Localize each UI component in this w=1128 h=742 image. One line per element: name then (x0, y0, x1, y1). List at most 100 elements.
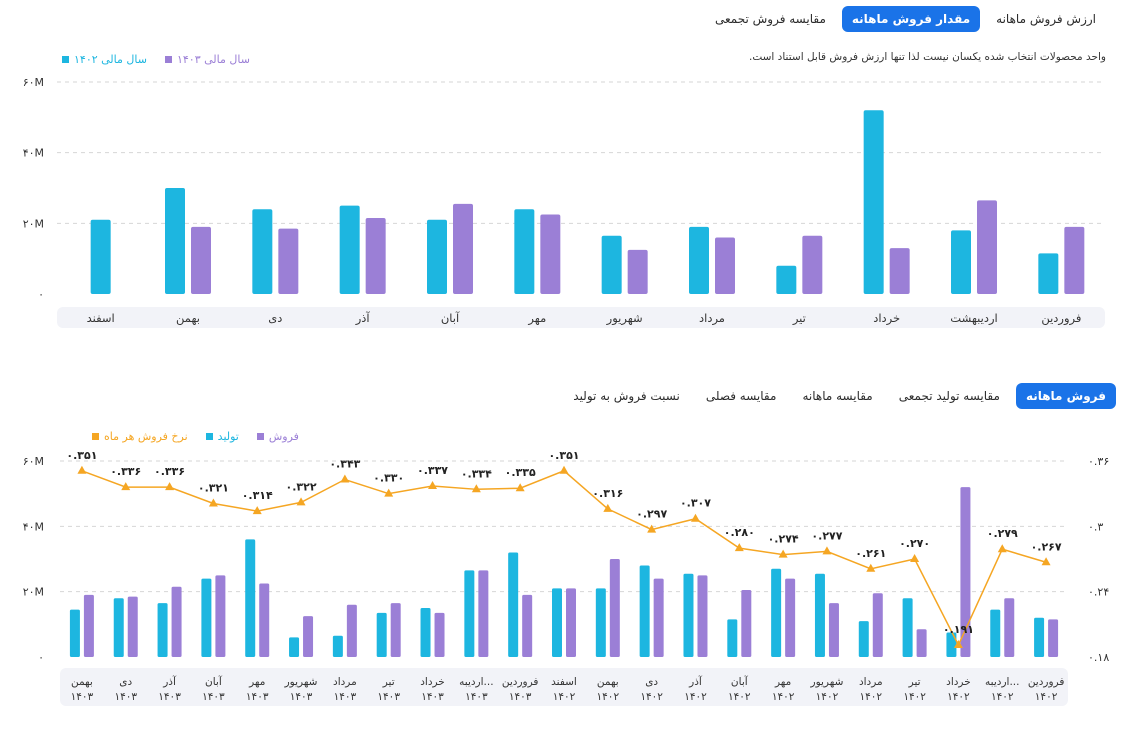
legend-swatch (164, 56, 172, 63)
legend-label: سال مالی ۱۴۰۲ (74, 53, 147, 66)
x-tick-label-year: ۱۴۰۳ (509, 691, 532, 703)
tab-sales-quantity[interactable]: مقدار فروش ماهانه (841, 6, 981, 32)
bar-sales (259, 583, 270, 657)
bar-production (376, 612, 387, 657)
rate-label: ۰.۲۹۷ (636, 508, 667, 521)
tab-monthly-compare[interactable]: مقایسه ماهانه (802, 389, 873, 403)
y-tick-label: ۲۰M (23, 586, 44, 599)
tab-cumulative-sales[interactable]: مقایسه فروش تجمعی (715, 12, 826, 26)
bar-production (157, 603, 168, 657)
tab-cumulative-production[interactable]: مقایسه تولید تجمعی (898, 389, 1000, 403)
rate-label: ۰.۳۳۶ (110, 465, 141, 478)
legend-item-rate[interactable]: نرخ فروش هر ماه (92, 430, 188, 443)
unit-note: واحد محصولات انتخاب شده یکسان نیست لذا ت… (748, 51, 1106, 63)
rate-label: ۰.۳۰۷ (680, 497, 711, 510)
legend-swatch (92, 433, 99, 440)
rate-marker (208, 498, 218, 507)
bar-1402 (339, 205, 360, 294)
x-tick-label-year: ۱۴۰۳ (465, 691, 488, 703)
x-tick-label-year: ۱۴۰۲ (684, 691, 707, 703)
rate-label: ۰.۳۳۵ (505, 466, 536, 479)
tab-seasonal-compare[interactable]: مقایسه فصلی (705, 389, 777, 403)
tab-sales-value[interactable]: ارزش فروش ماهانه (996, 12, 1096, 26)
x-tick-label: مهر (527, 311, 546, 326)
x-tick-label-year: ۱۴۰۳ (71, 691, 94, 703)
x-tick-label-year: ۱۴۰۳ (290, 691, 313, 703)
rate-label: ۰.۳۵۱ (66, 449, 97, 462)
bar-1403 (715, 237, 735, 294)
x-tick-label: فروردین (1041, 311, 1081, 326)
chart2-legend: فروش تولید نرخ فروش هر ماه (92, 430, 299, 443)
x-tick-label: مهر (248, 676, 265, 688)
bar-sales (127, 596, 138, 657)
bar-production (727, 619, 738, 657)
tab-monthly-sales[interactable]: فروش ماهانه (1015, 383, 1116, 409)
rate-label: ۰.۳۲۲ (286, 480, 317, 493)
rate-marker (910, 554, 920, 562)
bar-production (113, 598, 124, 657)
bar-sales (785, 578, 796, 657)
x-tick-label-year: ۱۴۰۳ (158, 691, 181, 703)
top-tabs: ارزش فروش ماهانه مقدار فروش ماهانه مقایس… (705, 6, 1106, 32)
x-tick-label: فروردین (502, 676, 539, 688)
legend-label: تولید (217, 430, 239, 443)
legend-label: فروش (268, 430, 299, 443)
tab-sales-production-ratio[interactable]: نسبت فروش به تولید (573, 389, 680, 403)
x-tick-label: تیر (908, 676, 921, 688)
bar-sales (303, 616, 314, 657)
legend-item-sales[interactable]: فروش (256, 430, 299, 443)
x-tick-label: اسفند (87, 311, 115, 325)
x-axis-band (60, 668, 1068, 706)
bar-production (639, 565, 650, 657)
x-tick-label: خرداد (420, 676, 445, 688)
legend-swatch (62, 56, 69, 63)
legend-item-production[interactable]: تولید (205, 430, 239, 443)
bar-1403 (1064, 226, 1085, 294)
rate-label: ۰.۲۷۴ (768, 533, 799, 546)
bar-sales (697, 575, 708, 657)
x-tick-label: آبان (731, 675, 749, 688)
legend-item-1402[interactable]: سال مالی ۱۴۰۲ (62, 53, 147, 66)
rate-marker (953, 640, 963, 649)
bar-1402 (689, 226, 709, 294)
x-tick-label-year: ۱۴۰۲ (991, 691, 1014, 703)
rate-marker (165, 482, 175, 491)
bar-production (552, 588, 562, 657)
legend-item-1403[interactable]: سال مالی ۱۴۰۳ (164, 53, 250, 66)
y2-tick-label: ۰.۳۶ (1088, 455, 1109, 468)
bottom-tabs: فروش ماهانه مقایسه تولید تجمعی مقایسه ما… (563, 383, 1116, 409)
rate-marker (997, 544, 1007, 553)
x-tick-label: بهمن (597, 676, 619, 688)
x-axis-band (57, 307, 1105, 328)
rate-label: ۰.۲۸۰ (724, 526, 755, 539)
rate-label: ۰.۳۴۳ (329, 458, 360, 471)
x-tick-label: مرداد (699, 311, 725, 326)
bar-sales (653, 578, 664, 657)
rate-marker (603, 503, 613, 512)
rate-marker (252, 506, 262, 515)
x-tick-label-year: ۱۴۰۲ (860, 691, 883, 703)
x-tick-label-year: ۱۴۰۳ (202, 691, 225, 703)
x-tick-label: آبان (441, 311, 460, 325)
bar-production (420, 608, 431, 657)
bar-production (464, 570, 475, 657)
rate-label: ۰.۳۱۶ (592, 487, 623, 500)
x-tick-label-year: ۱۴۰۲ (1035, 691, 1058, 703)
rate-marker (866, 563, 876, 572)
bar-sales (390, 603, 401, 657)
legend-label: سال مالی ۱۴۰۳ (176, 53, 250, 66)
x-tick-label: اردیبهشت (950, 311, 997, 326)
x-tick-label-year: ۱۴۰۳ (377, 691, 400, 703)
bar-1402 (1038, 253, 1059, 294)
bar-1402 (776, 265, 797, 294)
x-tick-label: فروردین (1028, 676, 1065, 688)
rate-marker (690, 513, 700, 522)
bar-1402 (90, 219, 111, 294)
x-tick-label: خرداد (946, 676, 971, 688)
y-tick-label: ۴۰M (23, 147, 44, 160)
x-tick-label-year: ۱۴۰۲ (947, 691, 970, 703)
bar-1403 (802, 235, 823, 294)
rate-marker (515, 483, 525, 492)
x-tick-label: خرداد (873, 311, 900, 326)
x-tick-label: بهمن (71, 676, 93, 688)
